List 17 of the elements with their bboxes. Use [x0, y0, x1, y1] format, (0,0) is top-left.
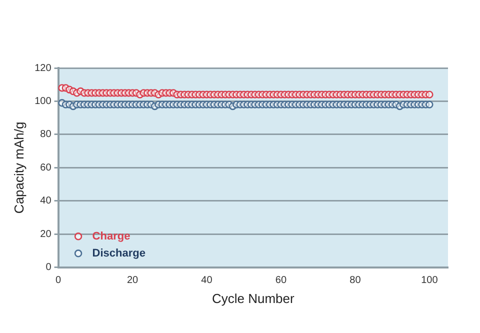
x-tick-label: 100 — [421, 275, 438, 286]
y-tick-label: 60 — [40, 162, 52, 174]
x-tick-label: 0 — [56, 275, 62, 286]
y-tick-label: 120 — [34, 62, 52, 74]
y-tick-label: 100 — [34, 96, 52, 107]
x-axis-title: Cycle Number — [212, 290, 295, 306]
x-tick-label: 80 — [350, 275, 362, 286]
legend-label: Charge — [92, 230, 130, 242]
x-tick-label: 60 — [275, 275, 287, 286]
y-tick-label: 20 — [40, 228, 52, 240]
x-tick-label: 40 — [201, 275, 213, 286]
legend-label: Discharge — [92, 247, 146, 260]
x-tick-label: 20 — [126, 275, 139, 286]
y-tick-label: 0 — [46, 262, 52, 274]
y-tick-label: 40 — [40, 196, 52, 207]
y-tick-label: 80 — [40, 129, 52, 140]
y-axis-title: Capacity mAh/g — [11, 122, 26, 214]
